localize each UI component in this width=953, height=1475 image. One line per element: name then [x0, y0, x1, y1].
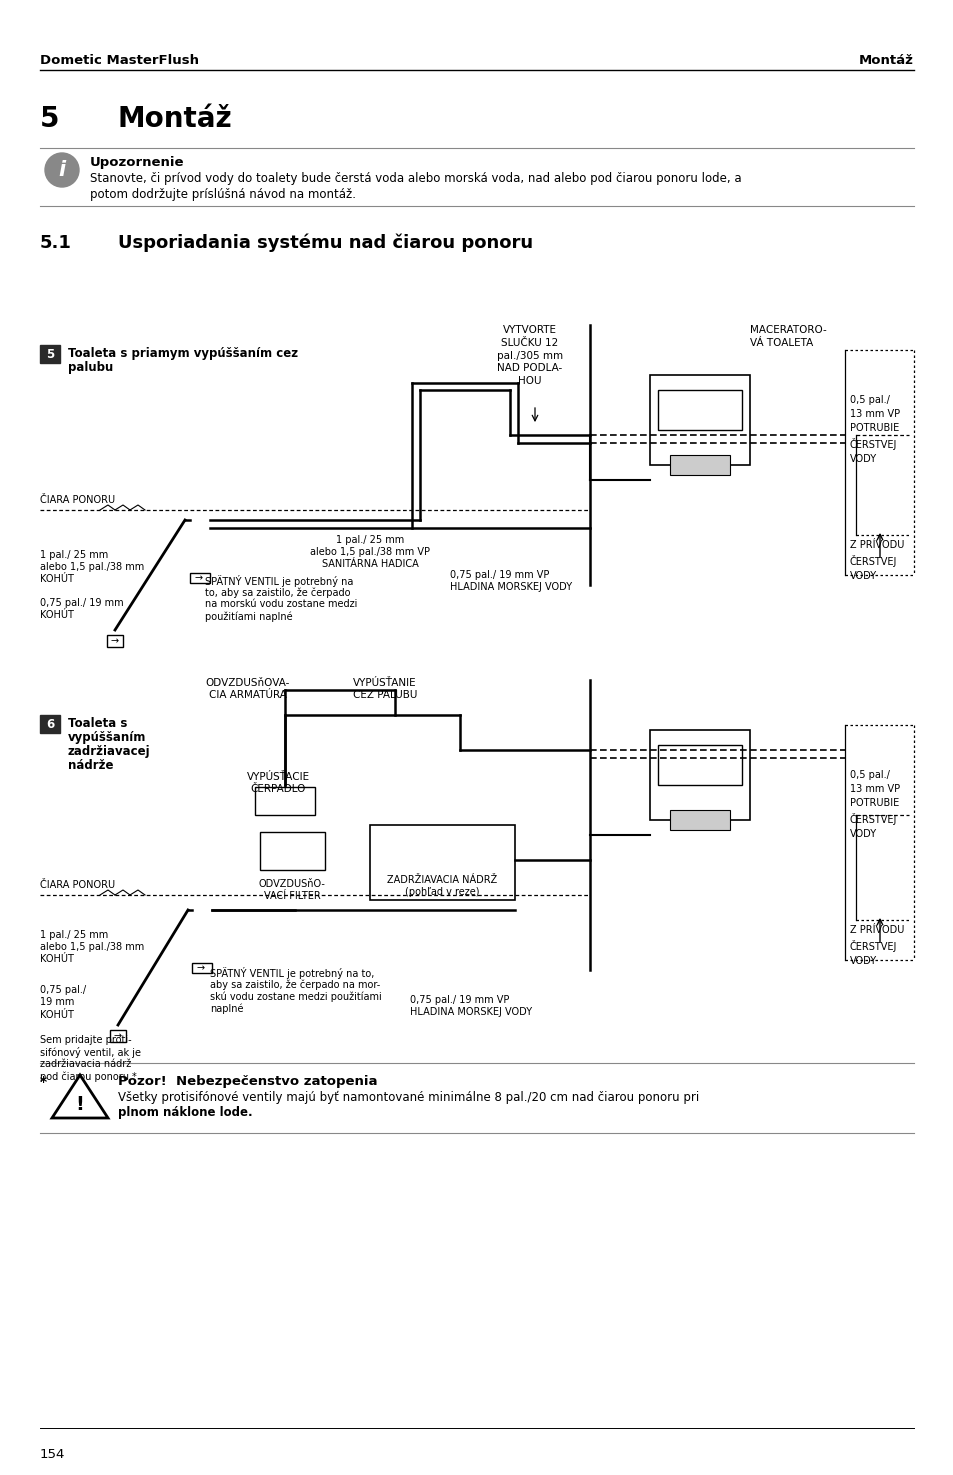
Text: 1 pal./ 25 mm: 1 pal./ 25 mm [40, 550, 108, 560]
Text: 1 pal./ 25 mm: 1 pal./ 25 mm [40, 931, 108, 940]
Text: zadržiavacia nádrž: zadržiavacia nádrž [40, 1059, 132, 1069]
Text: Usporiadania systému nad čiarou ponoru: Usporiadania systému nad čiarou ponoru [118, 235, 533, 252]
Text: Toaleta s priamym vypúššaním cez: Toaleta s priamym vypúššaním cez [68, 347, 297, 360]
Bar [192, 963, 212, 974]
Text: to, aby sa zaistilo, že čerpado: to, aby sa zaistilo, že čerpado [205, 587, 350, 597]
Text: ČIARA PONORU: ČIARA PONORU [40, 881, 115, 889]
Text: ODVZDUSňO-
VACÍ FILTER: ODVZDUSňO- VACÍ FILTER [258, 879, 325, 901]
Text: 154: 154 [40, 1448, 66, 1462]
Text: palubu: palubu [68, 361, 113, 375]
Text: naplné: naplné [210, 1003, 243, 1013]
Text: aby sa zaistilo, že čerpado na mor-: aby sa zaistilo, že čerpado na mor- [210, 979, 380, 990]
Text: KOHÚT: KOHÚT [40, 611, 73, 620]
Text: HLADINA MORSKEJ VODY: HLADINA MORSKEJ VODY [410, 1007, 532, 1016]
Text: plnom náklone lode.: plnom náklone lode. [118, 1106, 253, 1120]
Text: nádrže: nádrže [68, 760, 113, 771]
Bar [669, 454, 729, 475]
Text: 0,5 pal./
13 mm VP
POTRUBIE
ČERSTVEJ
VODY: 0,5 pal./ 13 mm VP POTRUBIE ČERSTVEJ VOD… [849, 770, 900, 839]
Text: 5.1: 5.1 [40, 235, 71, 252]
Bar [669, 810, 729, 830]
Bar [254, 788, 314, 816]
Bar [370, 825, 515, 900]
Text: HLADINA MORSKEJ VODY: HLADINA MORSKEJ VODY [450, 583, 572, 591]
Text: Upozornenie: Upozornenie [90, 156, 184, 170]
Text: na morskú vodu zostane medzi: na morskú vodu zostane medzi [205, 599, 357, 609]
Text: potom dodržujte príslúšná návod na montáž.: potom dodržujte príslúšná návod na montá… [90, 187, 355, 201]
Text: SPÄTNÝ VENTIL je potrebný na: SPÄTNÝ VENTIL je potrebný na [205, 575, 353, 587]
Text: Z PRÍVODU
ČERSTVEJ
VODY: Z PRÍVODU ČERSTVEJ VODY [849, 925, 903, 966]
Text: ODVZDUSňOVA-
CIA ARMATÚRA: ODVZDUSňOVA- CIA ARMATÚRA [206, 678, 290, 701]
Text: VYTVORTE
SLUČKU 12
pal./305 mm
NAD PODLA-
HOU: VYTVORTE SLUČKU 12 pal./305 mm NAD PODLA… [497, 324, 562, 386]
Text: VYPÚSŤANIE
CEZ PALUBU: VYPÚSŤANIE CEZ PALUBU [353, 678, 416, 701]
Text: 0,75 pal./ 19 mm: 0,75 pal./ 19 mm [40, 597, 124, 608]
Text: alebo 1,5 pal./38 mm: alebo 1,5 pal./38 mm [40, 943, 144, 951]
Text: zadržiavacej: zadržiavacej [68, 745, 151, 758]
Text: SANITÁRNA HADICA: SANITÁRNA HADICA [321, 559, 418, 569]
Text: 0,75 pal./ 19 mm VP: 0,75 pal./ 19 mm VP [410, 996, 509, 1004]
Text: MACERATORO-
VÁ TOALETA: MACERATORO- VÁ TOALETA [749, 324, 826, 348]
Text: *: * [40, 1075, 47, 1089]
Text: ZADRŽIAVACIA NÁDRŽ: ZADRŽIAVACIA NÁDRŽ [387, 875, 497, 885]
Text: 0,75 pal./
19 mm
KOHÚT: 0,75 pal./ 19 mm KOHÚT [40, 985, 86, 1019]
Text: Sem pridajte proti-: Sem pridajte proti- [40, 1035, 132, 1044]
Text: alebo 1,5 pal./38 mm: alebo 1,5 pal./38 mm [40, 562, 144, 572]
Text: KOHÚT: KOHÚT [40, 574, 73, 584]
Text: skú vodu zostane medzi použitíami: skú vodu zostane medzi použitíami [210, 991, 381, 1002]
Text: VYPÚSŤACIE
ČERPADLO: VYPÚSŤACIE ČERPADLO [246, 771, 309, 795]
Text: sifónový ventil, ak je: sifónový ventil, ak je [40, 1047, 141, 1058]
Text: 0,75 pal./ 19 mm VP: 0,75 pal./ 19 mm VP [450, 569, 549, 580]
Text: Montáž: Montáž [118, 105, 233, 133]
Bar [40, 345, 60, 363]
Text: →: → [196, 963, 205, 974]
Text: KOHÚT: KOHÚT [40, 954, 73, 965]
Text: Montáž: Montáž [859, 53, 913, 66]
Text: 6: 6 [46, 717, 54, 730]
Text: Z PRÍVODU
ČERSTVEJ
VODY: Z PRÍVODU ČERSTVEJ VODY [849, 540, 903, 581]
Text: SPÄTNÝ VENTIL je potrebný na to,: SPÄTNÝ VENTIL je potrebný na to, [210, 968, 374, 979]
Bar [658, 389, 741, 431]
Bar [649, 730, 749, 820]
Text: ČIARA PONORU: ČIARA PONORU [40, 496, 115, 504]
Text: 5: 5 [40, 105, 59, 133]
Text: 1 pal./ 25 mm: 1 pal./ 25 mm [335, 535, 404, 544]
Polygon shape [52, 1075, 108, 1118]
Text: i: i [58, 159, 66, 180]
Text: Dometic MasterFlush: Dometic MasterFlush [40, 53, 199, 66]
Text: Toaleta s: Toaleta s [68, 717, 128, 730]
Bar [107, 636, 123, 648]
Text: !: ! [75, 1096, 85, 1115]
Text: Pozor!  Nebezpečenstvo zatopenia: Pozor! Nebezpečenstvo zatopenia [118, 1075, 377, 1089]
Text: 5: 5 [46, 348, 54, 360]
Bar [260, 832, 325, 870]
Circle shape [45, 153, 79, 187]
Text: →: → [194, 572, 203, 583]
Text: pod čiarou ponoru.*: pod čiarou ponoru.* [40, 1071, 136, 1081]
Bar [40, 715, 60, 733]
Text: alebo 1,5 pal./38 mm VP: alebo 1,5 pal./38 mm VP [310, 547, 430, 558]
Text: →: → [113, 1031, 122, 1041]
Text: Všetky protisifónové ventily majú byť namontované minimálne 8 pal./20 cm nad čia: Všetky protisifónové ventily majú byť na… [118, 1092, 699, 1105]
Text: Stanovte, či prívod vody do toalety bude čerstá voda alebo morská voda, nad aleb: Stanovte, či prívod vody do toalety bude… [90, 173, 740, 184]
Text: vypúššaním: vypúššaním [68, 732, 146, 743]
Bar [110, 1030, 126, 1041]
Text: použitíami naplné: použitíami naplné [205, 611, 293, 621]
Bar [649, 375, 749, 465]
Bar [190, 572, 210, 583]
Text: (pohľad v reze): (pohľad v reze) [404, 886, 478, 897]
Text: →: → [111, 636, 119, 646]
Bar [658, 745, 741, 785]
Text: 0,5 pal./
13 mm VP
POTRUBIE
ČERSTVEJ
VODY: 0,5 pal./ 13 mm VP POTRUBIE ČERSTVEJ VOD… [849, 395, 900, 465]
